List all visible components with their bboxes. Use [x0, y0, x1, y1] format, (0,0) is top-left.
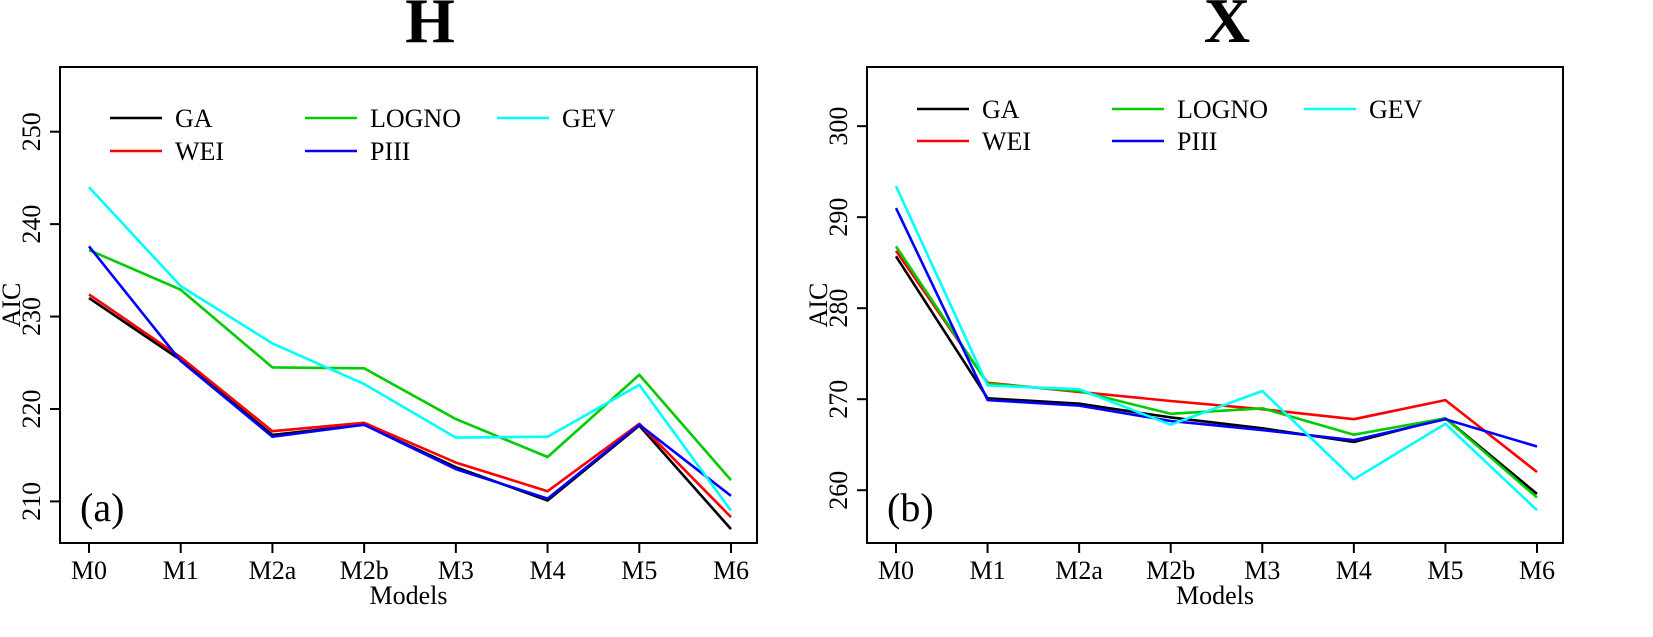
- x-tick-label: M3: [438, 556, 474, 585]
- chart-title: X: [1204, 0, 1250, 56]
- y-tick-label: 250: [17, 112, 46, 151]
- x-tick-label: M0: [71, 556, 107, 585]
- y-tick-label: 290: [824, 198, 853, 237]
- x-tick-label: M2a: [249, 556, 297, 585]
- legend-label-piii: PIII: [1177, 127, 1217, 156]
- x-tick-label: M6: [713, 556, 749, 585]
- legend-label-piii: PIII: [370, 137, 410, 166]
- legend-label-logno: LOGNO: [1177, 95, 1268, 124]
- chart-panel-b: X M0 M1 M2a M2b M3 M4 M5 M6 260 270 280 290 300 Models…: [804, 0, 1564, 610]
- x-axis-label: Models: [370, 581, 448, 610]
- x-tick-label: M3: [1244, 556, 1280, 585]
- chart-title: H: [405, 0, 455, 56]
- series-line-ga: [88, 297, 732, 530]
- series-line-ga: [894, 255, 1538, 495]
- x-tick-label: M1: [970, 556, 1006, 585]
- x-tick-label: M5: [621, 556, 657, 585]
- y-tick-label: 220: [17, 389, 46, 428]
- x-axis-label: Models: [1176, 581, 1254, 610]
- series-line-piii: [87, 245, 732, 500]
- series-line-logno: [88, 248, 732, 481]
- y-tick-label: 300: [824, 107, 853, 146]
- series-line-wei: [894, 250, 1538, 474]
- series-line-piii: [894, 207, 1538, 448]
- x-tick-label: M5: [1427, 556, 1463, 585]
- series-line-gev: [894, 185, 1538, 512]
- y-tick-label: 260: [824, 471, 853, 510]
- y-tick-label: 210: [17, 482, 46, 521]
- y-tick-label: 270: [824, 380, 853, 419]
- x-tick-label: M2a: [1055, 556, 1103, 585]
- x-tick-label: M4: [1336, 556, 1372, 585]
- x-tick-label: M2b: [1146, 556, 1195, 585]
- y-tick-label: 230: [17, 297, 46, 336]
- x-tick-label: M0: [878, 556, 914, 585]
- series-line-gev: [88, 186, 733, 512]
- y-tick-label: 280: [824, 289, 853, 328]
- series-line-wei: [88, 293, 732, 519]
- legend-label-wei: WEI: [175, 137, 224, 166]
- plot-frame: [866, 66, 1564, 544]
- legend-label-gev: GEV: [1369, 95, 1423, 124]
- legend-label-logno: LOGNO: [370, 104, 461, 133]
- y-axis-label: AIC: [804, 283, 833, 328]
- legend-label-gev: GEV: [562, 104, 616, 133]
- chart-panel-a: H M0 M1 M2a M2b M3 M4 M5 M6 210 220 230 240 250 Models…: [0, 0, 758, 610]
- legend-label-ga: GA: [982, 95, 1020, 124]
- legend-label-wei: WEI: [982, 127, 1031, 156]
- series-line-logno: [894, 245, 1538, 499]
- x-tick-label: M6: [1519, 556, 1555, 585]
- x-tick-label: M4: [530, 556, 566, 585]
- panel-label: (a): [80, 485, 124, 530]
- y-axis-label: AIC: [0, 283, 26, 328]
- legend-label-ga: GA: [175, 104, 213, 133]
- plot-frame: [59, 66, 758, 544]
- x-tick-label: M2b: [340, 556, 389, 585]
- x-tick-label: M1: [163, 556, 199, 585]
- y-tick-label: 240: [17, 205, 46, 244]
- panel-label: (b): [887, 485, 934, 530]
